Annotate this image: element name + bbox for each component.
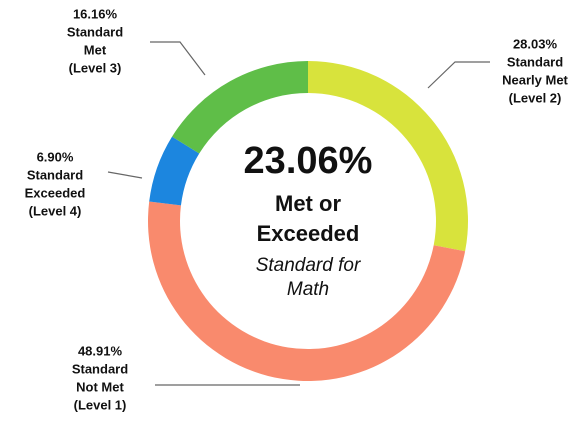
center-line: Exceeded [257, 221, 360, 246]
slice-label: Met [84, 42, 107, 57]
slice-label: (Level 1) [74, 397, 127, 412]
slice-label: (Level 4) [29, 203, 82, 218]
slice-label: (Level 2) [509, 90, 562, 105]
donut-slice [149, 136, 200, 206]
leader-line [427, 61, 490, 89]
slice-label: Standard [507, 54, 563, 69]
slice-label: Nearly Met [502, 72, 568, 87]
center-subline: Math [287, 279, 329, 300]
donut-slice [172, 61, 308, 154]
leader-line [107, 171, 143, 179]
slice-value-label: 6.90% [37, 149, 74, 164]
slice-value-label: 16.16% [73, 6, 118, 21]
slice-value-label: 48.91% [78, 343, 123, 358]
slice-label: Standard [27, 167, 83, 182]
donut-slice [147, 201, 466, 382]
slice-label: Not Met [76, 379, 124, 394]
leader-line [150, 41, 206, 76]
slice-value-label: 28.03% [513, 36, 558, 51]
slice-label: Exceeded [25, 185, 86, 200]
slice-label: (Level 3) [69, 60, 122, 75]
center-value: 23.06% [244, 140, 373, 182]
center-subline: Standard for [256, 255, 361, 276]
donut-slice [308, 61, 468, 252]
slice-label: Standard [72, 361, 128, 376]
slice-label: Standard [67, 24, 123, 39]
center-line: Met or [275, 191, 341, 216]
